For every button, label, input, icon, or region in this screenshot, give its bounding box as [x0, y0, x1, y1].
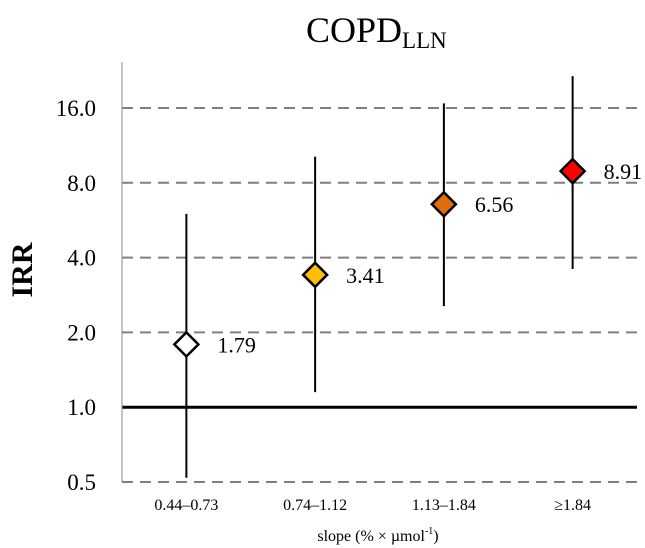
x-axis-label: slope (% × µmol-1): [317, 526, 438, 545]
y-tick-label: 0.5: [67, 470, 96, 495]
data-point-marker: [558, 157, 587, 185]
data-point-marker: [430, 190, 458, 218]
data-label: 1.79: [217, 332, 256, 357]
y-tick-labels: 0.5 1.0 2.0 4.0 8.0 16.0: [56, 96, 96, 495]
chart-title-subscript: LLN: [402, 28, 447, 53]
y-tick-label: 2.0: [67, 320, 96, 345]
data-point-marker: [172, 330, 201, 359]
data-points: [172, 157, 587, 359]
chart-title-main: COPD: [306, 10, 402, 50]
y-tick-label: 16.0: [56, 96, 96, 121]
x-axis-label-superscript: -1: [425, 526, 433, 537]
x-axis-label-close: ): [433, 528, 438, 545]
y-axis-label: IRR: [6, 242, 39, 297]
x-tick-labels: 0.44–0.73 0.74–1.12 1.13–1.84 ≥1.84: [154, 497, 591, 514]
data-label: 6.56: [475, 192, 514, 217]
y-tick-label: 1.0: [67, 395, 96, 420]
data-labels: 1.79 3.41 6.56 8.91: [217, 159, 642, 357]
x-tick-label: 0.74–1.12: [283, 497, 347, 514]
data-label: 3.41: [346, 263, 385, 288]
y-tick-label: 8.0: [67, 171, 96, 196]
y-tick-label: 4.0: [67, 246, 96, 271]
data-point-marker: [301, 261, 329, 289]
chart-title: COPDLLN: [306, 10, 447, 53]
x-tick-label: ≥1.84: [554, 497, 591, 514]
gridlines: [122, 107, 637, 483]
x-tick-label: 1.13–1.84: [412, 497, 476, 514]
x-axis-label-main: slope (% × µmol: [317, 528, 425, 545]
data-label: 8.91: [604, 159, 643, 184]
x-tick-label: 0.44–0.73: [154, 497, 218, 514]
